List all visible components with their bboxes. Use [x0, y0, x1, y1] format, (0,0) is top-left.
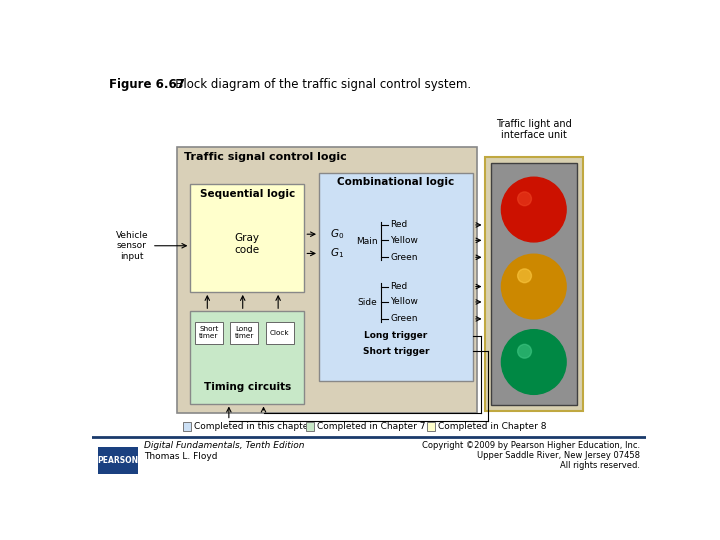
- Text: Red: Red: [390, 282, 408, 291]
- Text: Clock: Clock: [270, 330, 289, 336]
- Text: Timing circuits: Timing circuits: [204, 382, 291, 392]
- Bar: [176, 147, 477, 413]
- Bar: [490, 164, 577, 405]
- Circle shape: [501, 177, 566, 242]
- Text: Sequential logic: Sequential logic: [199, 189, 295, 199]
- Bar: [183, 422, 191, 430]
- Text: Completed in Chapter 8: Completed in Chapter 8: [438, 422, 546, 431]
- Bar: [190, 184, 305, 292]
- Text: Green: Green: [390, 253, 418, 262]
- Text: All rights reserved.: All rights reserved.: [560, 461, 640, 470]
- Text: Figure 6.67: Figure 6.67: [109, 78, 184, 91]
- Bar: [306, 422, 315, 430]
- Bar: [266, 322, 294, 343]
- Circle shape: [518, 269, 531, 283]
- Text: Main: Main: [356, 237, 377, 246]
- Bar: [98, 447, 138, 475]
- Bar: [230, 322, 258, 343]
- Text: Block diagram of the traffic signal control system.: Block diagram of the traffic signal cont…: [164, 78, 472, 91]
- Circle shape: [518, 345, 531, 358]
- Text: Long
timer: Long timer: [235, 326, 254, 339]
- Bar: [190, 311, 305, 403]
- Circle shape: [501, 330, 566, 394]
- Text: Green: Green: [390, 314, 418, 323]
- Text: Upper Saddle River, New Jersey 07458: Upper Saddle River, New Jersey 07458: [477, 451, 640, 460]
- Text: Copyright ©2009 by Pearson Higher Education, Inc.: Copyright ©2009 by Pearson Higher Educat…: [422, 441, 640, 450]
- Text: Digital Fundamentals, Tenth Edition: Digital Fundamentals, Tenth Edition: [144, 441, 305, 450]
- Bar: [319, 173, 473, 381]
- Bar: [485, 157, 583, 411]
- Text: Long trigger: Long trigger: [364, 332, 428, 340]
- Text: Red: Red: [390, 220, 408, 230]
- Text: $G_1$: $G_1$: [330, 247, 343, 260]
- Text: PEARSON: PEARSON: [97, 456, 138, 465]
- Text: Completed in Chapter 7: Completed in Chapter 7: [318, 422, 426, 431]
- Text: Yellow: Yellow: [390, 298, 418, 307]
- Text: Vehicle
sensor
input: Vehicle sensor input: [115, 231, 148, 261]
- Text: Yellow: Yellow: [390, 236, 418, 245]
- Bar: [195, 322, 222, 343]
- Text: Short trigger: Short trigger: [363, 347, 429, 356]
- Text: Short
timer: Short timer: [199, 326, 219, 339]
- Circle shape: [501, 254, 566, 319]
- Bar: [427, 422, 435, 430]
- Text: Combinational logic: Combinational logic: [338, 177, 454, 187]
- Text: Thomas L. Floyd: Thomas L. Floyd: [144, 452, 217, 461]
- Text: $G_0$: $G_0$: [330, 227, 344, 241]
- Text: Traffic light and
interface unit: Traffic light and interface unit: [496, 119, 572, 140]
- Text: Gray
code: Gray code: [235, 233, 260, 255]
- Circle shape: [518, 192, 531, 206]
- Text: Traffic signal control logic: Traffic signal control logic: [184, 152, 347, 162]
- Text: Completed in this chapter: Completed in this chapter: [194, 422, 312, 431]
- Text: Side: Side: [358, 298, 377, 307]
